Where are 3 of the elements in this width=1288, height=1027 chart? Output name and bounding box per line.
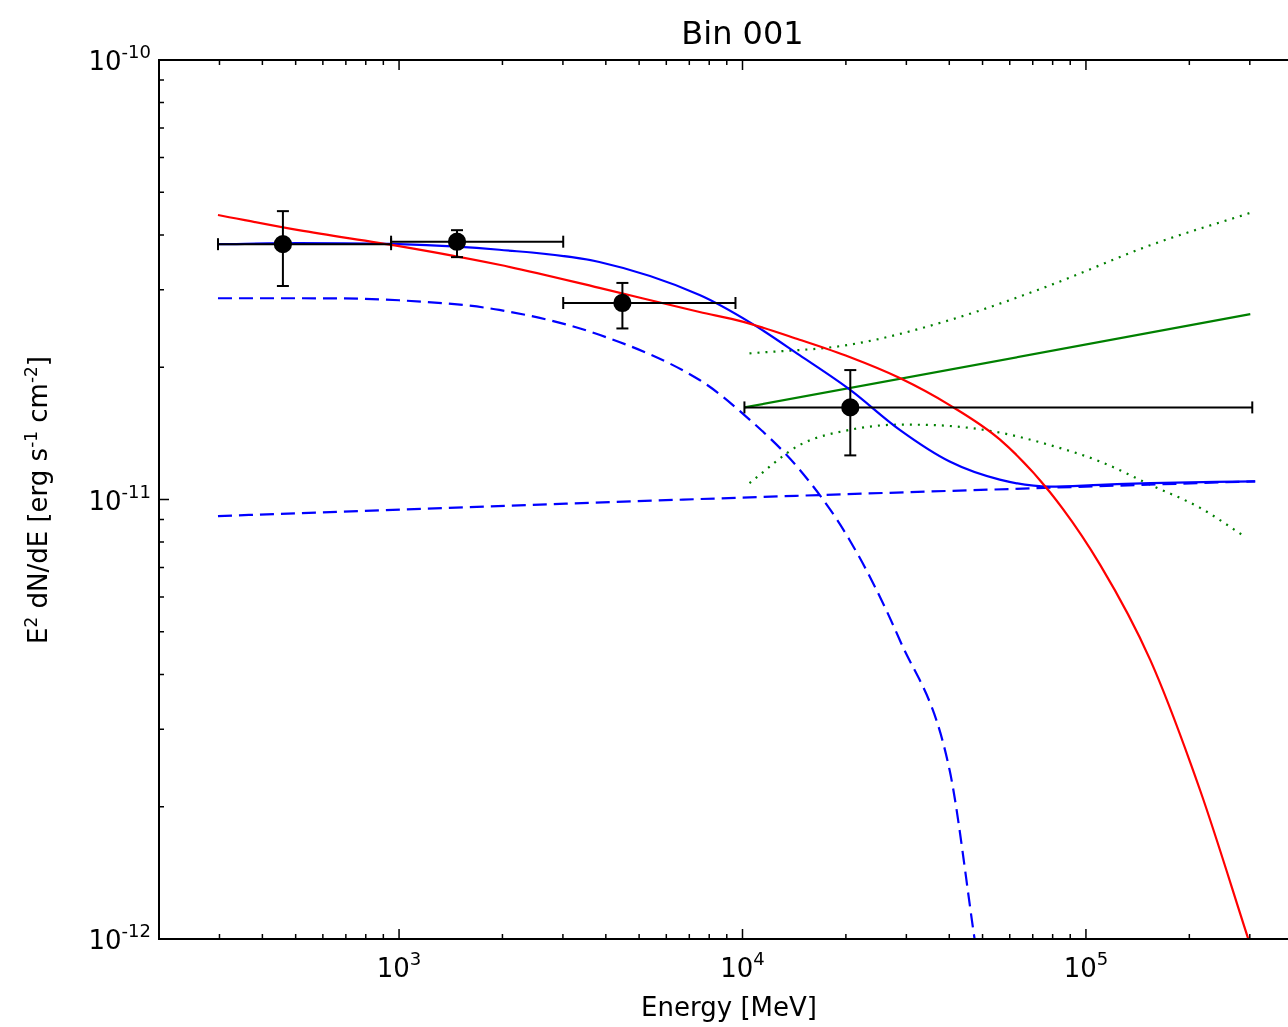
- chart-title: Bin 001: [680, 14, 805, 52]
- x-axis-title: Energy [MeV]: [640, 992, 818, 1022]
- line-series: [748, 211, 1252, 355]
